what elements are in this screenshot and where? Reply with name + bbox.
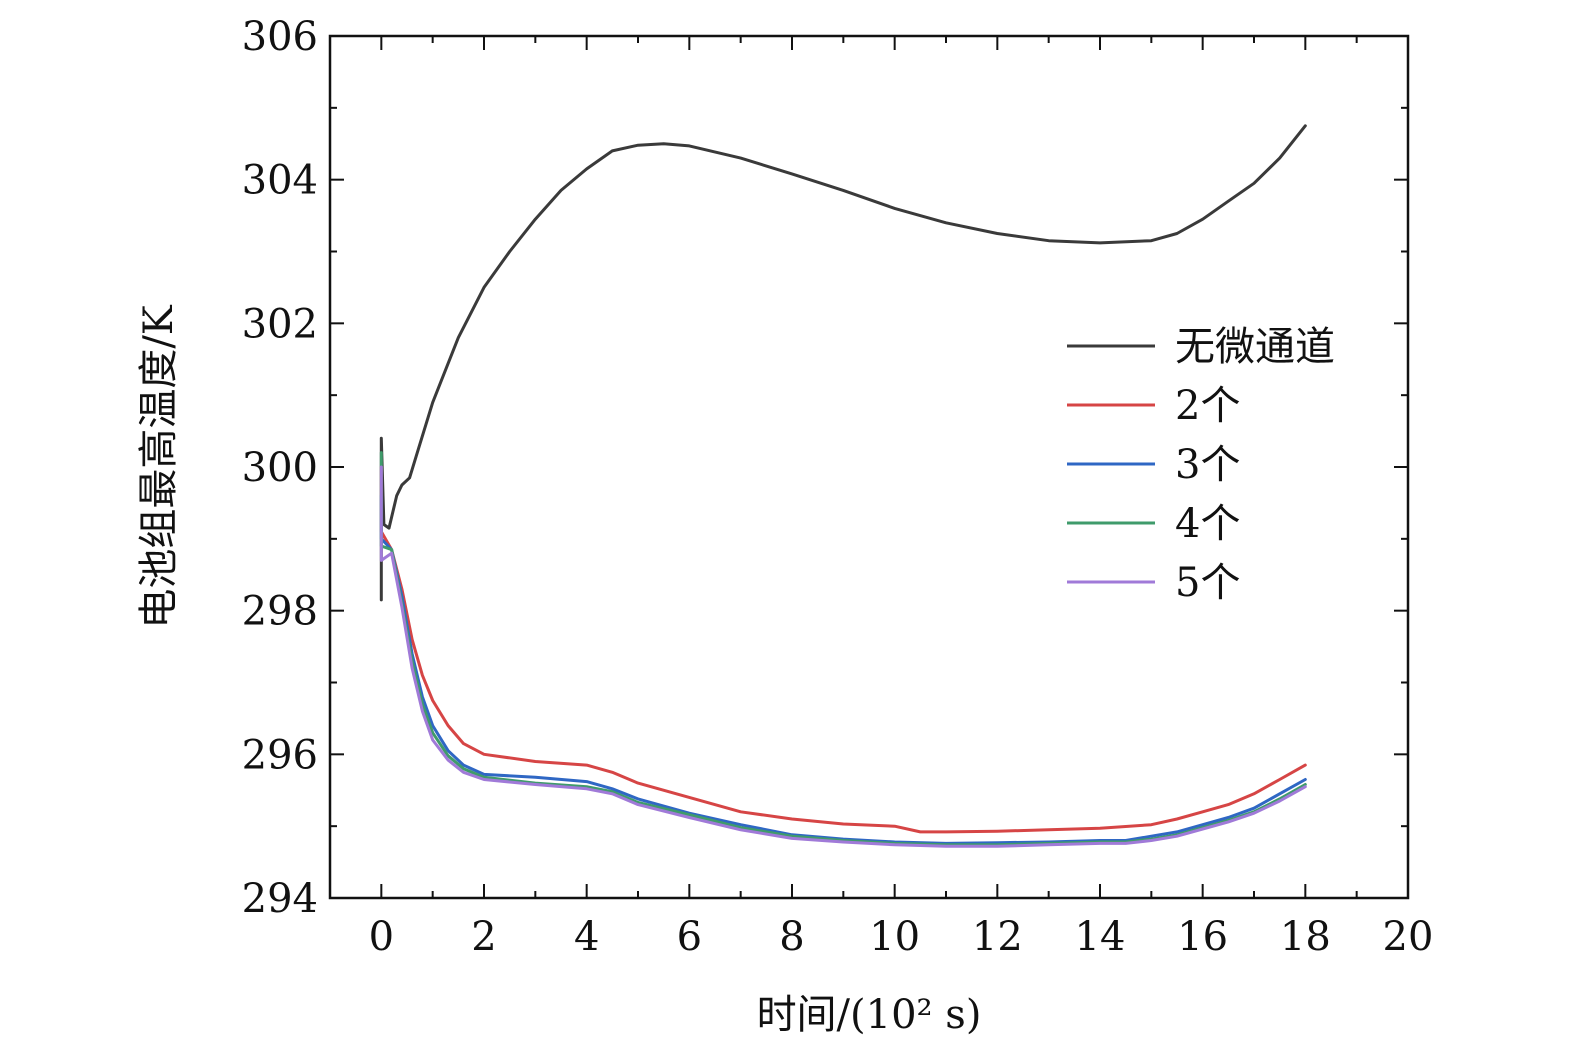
axis-ticks: 0 2 4 6 8 10 12 14 16 18 20 294 296 298 300 302 304 306 [242, 14, 1434, 960]
x-axis-label: 时间/(10² s) [757, 992, 982, 1038]
legend-label-2: 3个 [1175, 442, 1240, 488]
x-tick-label: 14 [1075, 914, 1126, 960]
y-tick-label: 296 [242, 732, 318, 778]
series-line-0 [379, 124, 1307, 602]
legend-label-1: 2个 [1175, 383, 1240, 429]
legend: 无微通道 2个 3个 4个 5个 [1067, 324, 1335, 606]
x-tick-label: 18 [1280, 914, 1331, 960]
series-layer [379, 124, 1307, 848]
legend-label-3: 4个 [1175, 501, 1240, 547]
series-line-3 [379, 451, 1307, 847]
legend-label-4: 5个 [1175, 560, 1240, 606]
y-tick-label: 294 [242, 876, 318, 922]
x-tick-label: 16 [1177, 914, 1228, 960]
x-tick-label: 20 [1383, 914, 1434, 960]
x-tick-label: 12 [972, 914, 1023, 960]
series-line-1 [379, 465, 1307, 834]
y-tick-label: 302 [242, 301, 318, 347]
x-tick-label: 4 [574, 914, 599, 960]
x-tick-label: 8 [779, 914, 804, 960]
y-tick-label: 304 [242, 158, 318, 204]
series-line-2 [379, 494, 1307, 845]
x-tick-label: 2 [471, 914, 496, 960]
x-tick-label: 6 [677, 914, 702, 960]
plot-frame [328, 34, 1410, 900]
y-tick-label: 306 [242, 14, 318, 60]
legend-label-0: 无微通道 [1175, 324, 1335, 370]
y-tick-label: 298 [242, 589, 318, 635]
x-tick-label: 10 [869, 914, 920, 960]
y-tick-label: 300 [242, 445, 318, 491]
x-tick-label: 0 [369, 914, 394, 960]
y-axis-label: 电池组最高温度/K [136, 304, 182, 628]
series-line-4 [379, 465, 1307, 848]
